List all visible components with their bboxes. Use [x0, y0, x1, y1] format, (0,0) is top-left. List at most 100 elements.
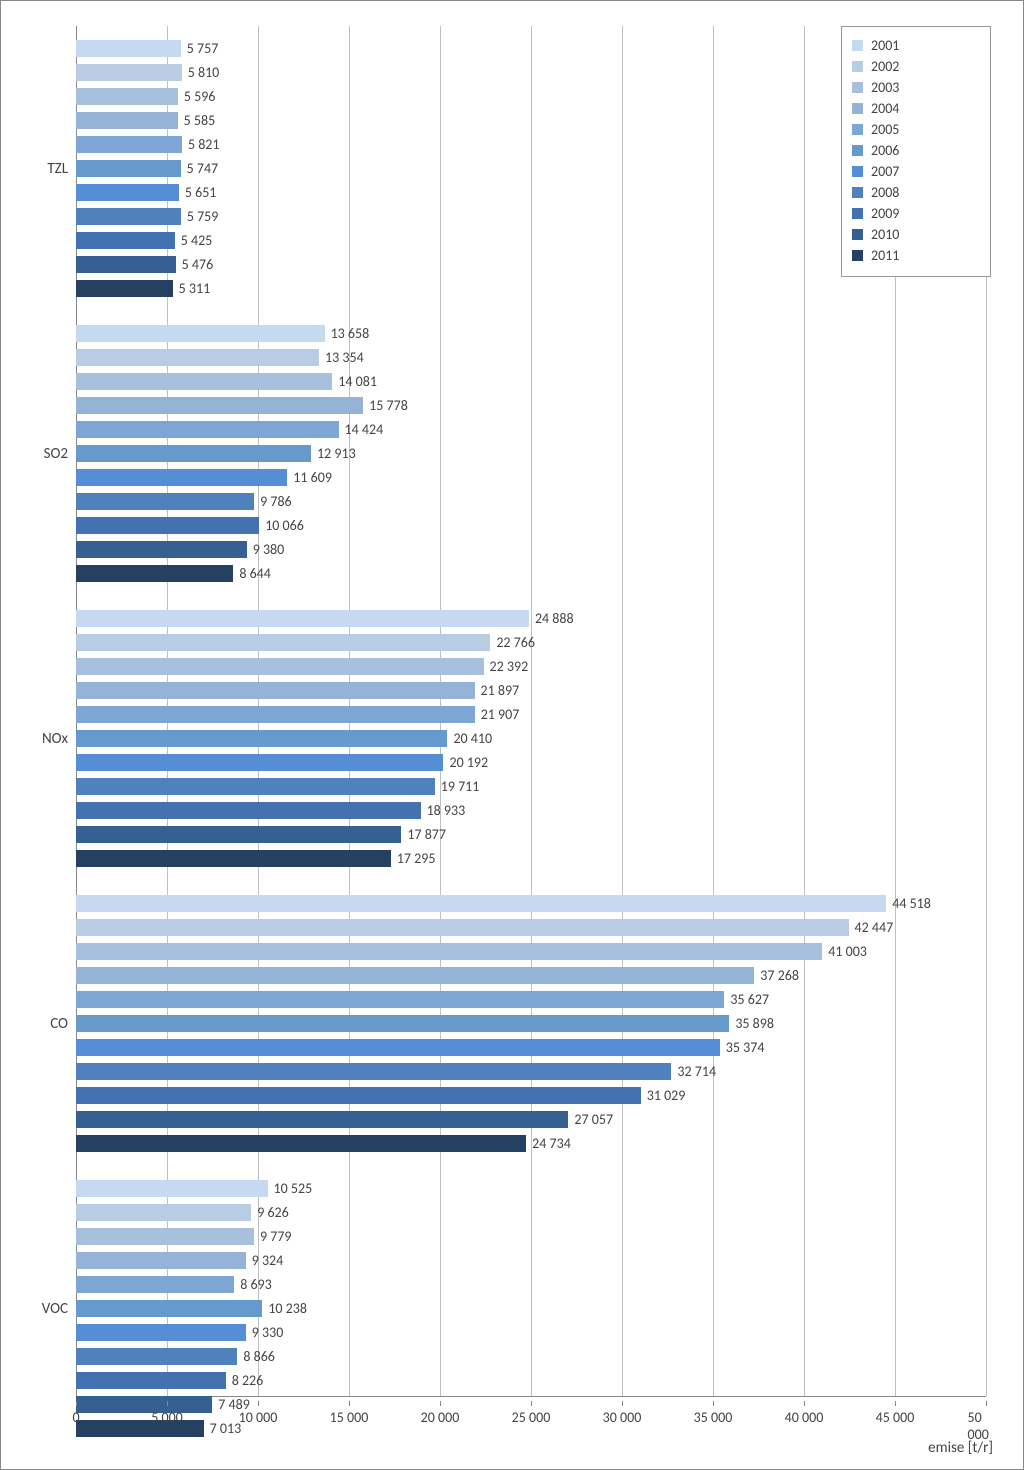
x-tick [531, 1401, 532, 1406]
bar-value-label: 15 778 [369, 397, 408, 414]
legend-item: 2010 [852, 226, 980, 243]
bar-value-label: 27 057 [574, 1111, 613, 1128]
gridline [804, 26, 805, 1396]
bar-value-label: 5 810 [188, 64, 220, 81]
legend-label: 2008 [871, 184, 899, 201]
x-tick-label: 30 000 [603, 1409, 642, 1426]
legend-label: 2002 [871, 58, 899, 75]
x-tick-label: 20 000 [421, 1409, 460, 1426]
bar-value-label: 37 268 [760, 967, 799, 984]
bar [76, 967, 754, 984]
x-tick [76, 1401, 77, 1406]
gridline [622, 26, 623, 1396]
legend: 2001200220032004200520062007200820092010… [841, 26, 991, 277]
bar [76, 730, 447, 747]
x-tick-label: 25 000 [512, 1409, 551, 1426]
bar-value-label: 21 907 [481, 706, 520, 723]
bar [76, 1420, 204, 1437]
bar [76, 1324, 246, 1341]
x-tick-label: 5 000 [151, 1409, 183, 1426]
bar-value-label: 35 627 [730, 991, 769, 1008]
legend-swatch [852, 145, 863, 156]
bar [76, 493, 254, 510]
x-tick [258, 1401, 259, 1406]
bar-value-label: 32 714 [677, 1063, 716, 1080]
legend-swatch [852, 103, 863, 114]
bar [76, 802, 421, 819]
bar [76, 256, 176, 273]
legend-swatch [852, 61, 863, 72]
x-tick-label: 50 000 [968, 1409, 1005, 1443]
bar [76, 565, 233, 582]
legend-swatch [852, 166, 863, 177]
x-tick [349, 1401, 350, 1406]
bar-value-label: 22 766 [496, 634, 535, 651]
legend-item: 2001 [852, 37, 980, 54]
bar-value-label: 8 226 [232, 1372, 264, 1389]
bar-value-label: 20 410 [453, 730, 492, 747]
x-tick-label: 35 000 [694, 1409, 733, 1426]
category-label: TZL [8, 160, 68, 178]
bar [76, 88, 178, 105]
bar-value-label: 24 734 [532, 1135, 571, 1152]
bar-value-label: 17 295 [397, 850, 436, 867]
x-tick [622, 1401, 623, 1406]
legend-label: 2006 [871, 142, 899, 159]
legend-item: 2006 [852, 142, 980, 159]
bar [76, 40, 181, 57]
legend-label: 2010 [871, 226, 899, 243]
bar-value-label: 8 693 [240, 1276, 272, 1293]
bar-value-label: 9 786 [260, 493, 292, 510]
bar [76, 895, 886, 912]
bar-value-label: 8 644 [239, 565, 271, 582]
legend-swatch [852, 208, 863, 219]
bar-value-label: 31 029 [647, 1087, 686, 1104]
bar-value-label: 14 081 [338, 373, 377, 390]
bar [76, 136, 182, 153]
bar [76, 469, 287, 486]
bar-value-label: 35 898 [735, 1015, 774, 1032]
legend-swatch [852, 229, 863, 240]
x-tick [895, 1401, 896, 1406]
bar [76, 1396, 212, 1413]
bar [76, 1228, 254, 1245]
bar [76, 706, 475, 723]
bar [76, 1276, 234, 1293]
bar [76, 943, 822, 960]
legend-label: 2011 [871, 247, 899, 264]
bar-value-label: 42 447 [855, 919, 894, 936]
bar-value-label: 8 866 [243, 1348, 275, 1365]
x-tick [986, 1401, 987, 1406]
bar [76, 1372, 226, 1389]
bar [76, 280, 173, 297]
gridline [713, 26, 714, 1396]
legend-label: 2004 [871, 100, 899, 117]
x-tick [167, 1401, 168, 1406]
bar-value-label: 5 747 [187, 160, 219, 177]
bar-value-label: 9 626 [257, 1204, 289, 1221]
x-axis-line [76, 1396, 986, 1397]
bar-value-label: 12 913 [317, 445, 356, 462]
bar-value-label: 20 192 [449, 754, 488, 771]
bar [76, 1111, 568, 1128]
bar-value-label: 9 324 [252, 1252, 284, 1269]
bar [76, 445, 311, 462]
bar [76, 1180, 268, 1197]
bar-value-label: 5 757 [187, 40, 219, 57]
bar [76, 517, 259, 534]
bar [76, 541, 247, 558]
bar [76, 1063, 671, 1080]
bar-value-label: 5 311 [179, 280, 211, 297]
bar [76, 991, 724, 1008]
legend-label: 2003 [871, 79, 899, 96]
x-tick [440, 1401, 441, 1406]
bar-value-label: 11 609 [293, 469, 332, 486]
bar [76, 232, 175, 249]
bar [76, 349, 319, 366]
bar-value-label: 5 425 [181, 232, 213, 249]
bar-value-label: 5 821 [188, 136, 220, 153]
legend-swatch [852, 250, 863, 261]
bar-value-label: 35 374 [726, 1039, 765, 1056]
bar [76, 184, 179, 201]
bar-value-label: 10 066 [265, 517, 304, 534]
